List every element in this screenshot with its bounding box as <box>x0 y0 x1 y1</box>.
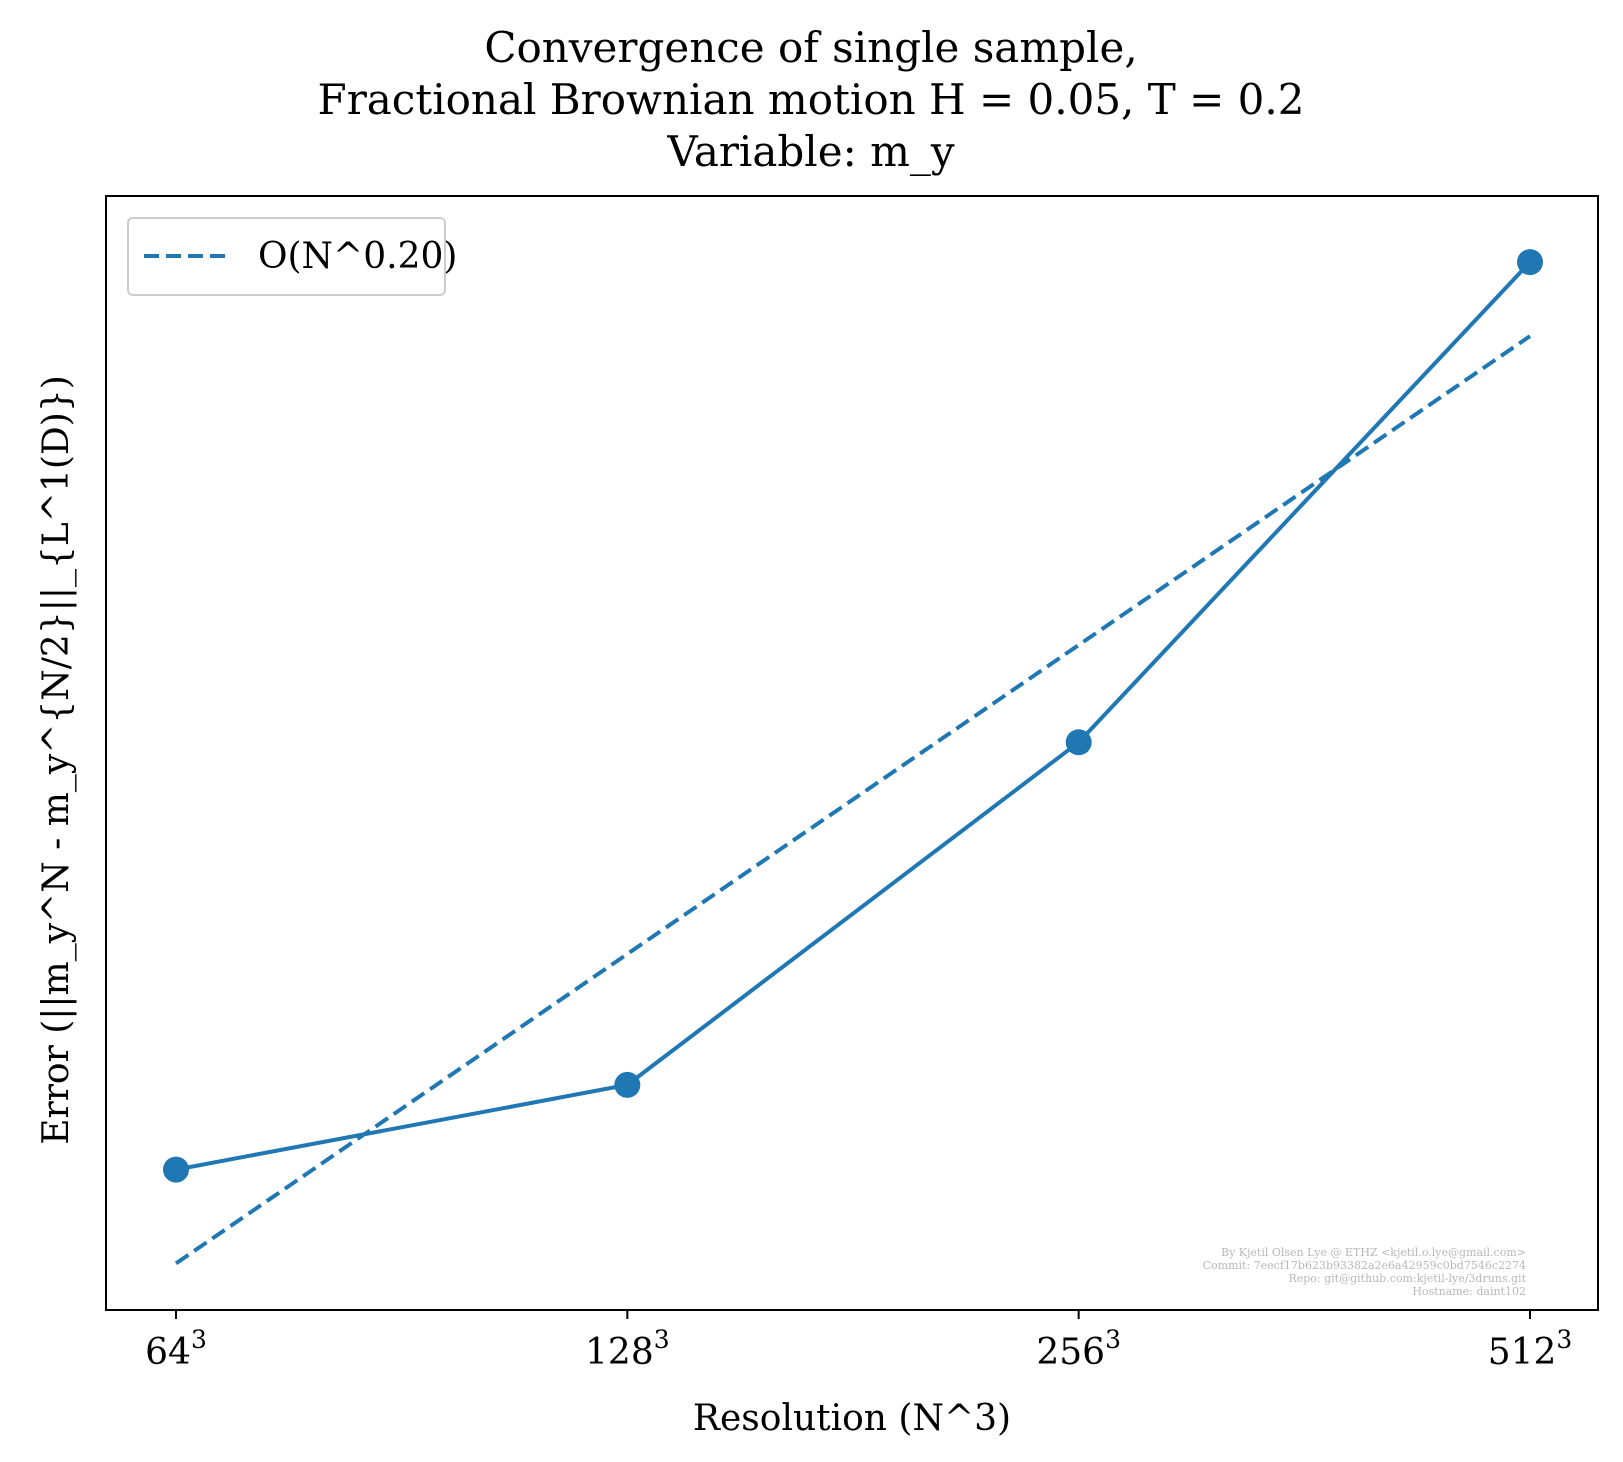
watermark-line-3: Repo: git@github.com:kjetil-lye/3druns.g… <box>1288 1272 1526 1285</box>
title-line-3: Variable: m_y <box>666 127 955 176</box>
reference-line-dashed <box>174 334 1532 1266</box>
data-point-64 <box>163 1156 189 1183</box>
x-axis-label: Resolution (N^3) <box>693 1398 1011 1439</box>
data-point-128 <box>614 1071 641 1098</box>
title-line-1: Convergence of single sample, <box>484 23 1137 72</box>
y-axis-label: Error (||m_y^N - m_y^{N/2}||_{L^1(D)}) <box>36 375 77 1145</box>
x-tick-label-64: 643 <box>145 1325 207 1373</box>
watermark-line-2: Commit: 7eecf17b623b93382a2e6a42959c0bd7… <box>1203 1259 1526 1272</box>
data-point-512 <box>1517 249 1543 276</box>
error-series-line <box>175 260 1532 1172</box>
watermark-line-4: Hostname: daint102 <box>1412 1285 1526 1298</box>
x-axis-ticks: 643 1283 2563 5123 <box>145 1310 1572 1373</box>
legend: O(N^0.20) <box>127 217 457 296</box>
title-line-2: Fractional Brownian motion H = 0.05, T =… <box>318 75 1305 124</box>
plot-frame <box>105 195 1599 1311</box>
watermark: By Kjetil Olsen Lye @ ETHZ <kjetil.o.lye… <box>1203 1246 1527 1298</box>
series-layer <box>163 249 1543 1266</box>
data-point-256 <box>1065 729 1092 756</box>
legend-box <box>127 217 446 296</box>
watermark-line-1: By Kjetil Olsen Lye @ ETHZ <kjetil.o.lye… <box>1221 1246 1526 1259</box>
chart-title: Convergence of single sample, Fractional… <box>318 23 1305 176</box>
x-tick-label-128: 1283 <box>585 1325 670 1373</box>
legend-label: O(N^0.20) <box>258 236 457 277</box>
x-tick-label-256: 2563 <box>1036 1325 1121 1373</box>
x-tick-label-512: 5123 <box>1488 1325 1573 1373</box>
